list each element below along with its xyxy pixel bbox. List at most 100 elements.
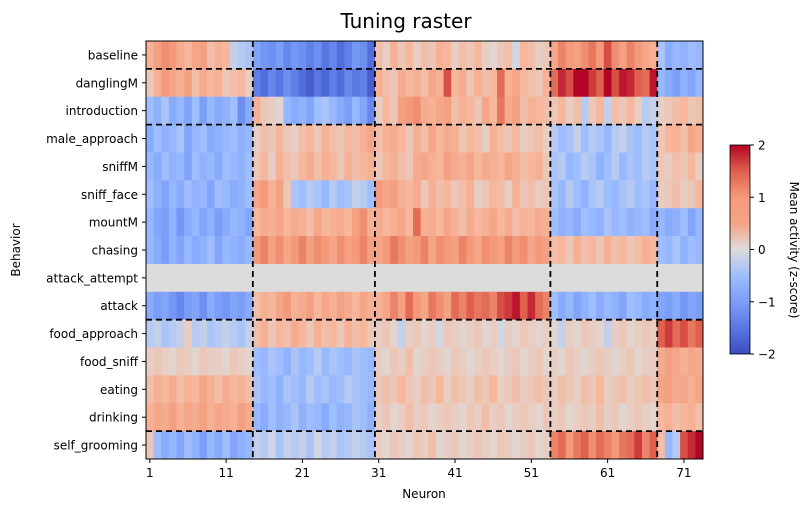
heatmap-cell xyxy=(352,263,361,293)
heatmap-cell xyxy=(252,347,261,376)
heatmap-cell xyxy=(344,208,353,237)
heatmap-cell xyxy=(290,263,299,293)
heatmap-cell xyxy=(619,68,628,98)
heatmap-cell xyxy=(382,96,391,125)
heatmap-cell xyxy=(191,152,200,181)
heatmap-cell xyxy=(672,68,681,98)
heatmap-cell xyxy=(275,208,284,237)
heatmap-cell xyxy=(680,291,689,321)
heatmap-cell xyxy=(588,180,597,209)
heatmap-cell xyxy=(374,41,383,70)
heatmap-cell xyxy=(466,375,475,404)
heatmap-cell xyxy=(428,375,437,404)
heatmap-cell xyxy=(573,319,582,348)
heatmap-cell xyxy=(245,347,254,376)
heatmap-cell xyxy=(519,291,528,321)
heatmap-cell xyxy=(413,347,422,376)
heatmap-cell xyxy=(359,263,368,293)
heatmap-cell xyxy=(199,96,208,125)
heatmap-cell xyxy=(214,291,223,321)
heatmap-cell xyxy=(237,124,246,153)
heatmap-cell xyxy=(519,236,528,265)
heatmap-cell xyxy=(489,124,498,153)
heatmap-cell xyxy=(443,236,452,265)
heatmap-cell xyxy=(596,347,605,376)
heatmap-cell xyxy=(527,152,536,181)
heatmap-cell xyxy=(374,263,383,293)
heatmap-cell xyxy=(611,96,620,125)
heatmap-cell xyxy=(535,291,544,321)
heatmap-cell xyxy=(268,180,277,209)
heatmap-cell xyxy=(611,263,620,293)
heatmap-cell xyxy=(573,431,582,460)
heatmap-cell xyxy=(672,291,681,321)
heatmap-cell xyxy=(252,236,261,265)
heatmap-cell xyxy=(184,375,193,404)
heatmap-cell xyxy=(176,319,185,348)
heatmap-cell xyxy=(245,236,254,265)
heatmap-cell xyxy=(298,208,307,237)
heatmap-cell xyxy=(413,124,422,153)
heatmap-cell xyxy=(611,319,620,348)
heatmap-cell xyxy=(260,291,269,321)
heatmap-cell xyxy=(229,403,238,432)
heatmap-cell xyxy=(413,375,422,404)
heatmap-cell xyxy=(374,68,383,98)
heatmap-cell xyxy=(657,319,666,348)
heatmap-cell xyxy=(344,291,353,321)
heatmap-cell xyxy=(680,152,689,181)
heatmap-cell xyxy=(634,152,643,181)
heatmap-cell xyxy=(664,375,673,404)
heatmap-cell xyxy=(649,347,658,376)
heatmap-cell xyxy=(649,68,658,98)
heatmap-cell xyxy=(435,431,444,460)
heatmap-cell xyxy=(245,152,254,181)
x-axis-label: Neuron xyxy=(402,487,446,501)
heatmap-cell xyxy=(313,347,322,376)
heatmap-cell xyxy=(588,96,597,125)
heatmap-cell xyxy=(290,180,299,209)
heatmap-cell xyxy=(237,431,246,460)
heatmap-cell xyxy=(275,124,284,153)
heatmap-cell xyxy=(649,124,658,153)
heatmap-cell xyxy=(146,347,155,376)
heatmap-cell xyxy=(695,403,704,432)
heatmap-cell xyxy=(458,208,467,237)
heatmap-cell xyxy=(397,347,406,376)
heatmap-cell xyxy=(451,68,460,98)
heatmap-cell xyxy=(214,41,223,70)
heatmap-cell xyxy=(550,96,559,125)
heatmap-cell xyxy=(275,403,284,432)
heatmap-cell xyxy=(695,208,704,237)
heatmap-cell xyxy=(580,347,589,376)
heatmap-cell xyxy=(329,403,338,432)
heatmap-cell xyxy=(191,347,200,376)
heatmap-cell xyxy=(153,180,162,209)
heatmap-cell xyxy=(275,152,284,181)
heatmap-cell xyxy=(260,319,269,348)
heatmap-cell xyxy=(481,263,490,293)
heatmap-cell xyxy=(413,152,422,181)
heatmap-cell xyxy=(252,375,261,404)
heatmap-cell xyxy=(283,375,292,404)
heatmap-cell xyxy=(451,291,460,321)
heatmap-cell xyxy=(352,291,361,321)
colorbar xyxy=(729,144,751,355)
heatmap-cell xyxy=(435,347,444,376)
heatmap-cell xyxy=(641,180,650,209)
heatmap-cell xyxy=(512,68,521,98)
heatmap-cell xyxy=(390,319,399,348)
heatmap-cell xyxy=(672,375,681,404)
heatmap-cell xyxy=(153,124,162,153)
heatmap-cell xyxy=(687,152,696,181)
heatmap-cell xyxy=(367,124,376,153)
heatmap-cell xyxy=(527,68,536,98)
heatmap-cell xyxy=(672,208,681,237)
heatmap-cell xyxy=(298,431,307,460)
heatmap-cell xyxy=(596,180,605,209)
heatmap-cell xyxy=(626,431,635,460)
heatmap-cell xyxy=(565,431,574,460)
heatmap-cell xyxy=(634,431,643,460)
heatmap-cell xyxy=(504,96,513,125)
heatmap-cell xyxy=(283,236,292,265)
